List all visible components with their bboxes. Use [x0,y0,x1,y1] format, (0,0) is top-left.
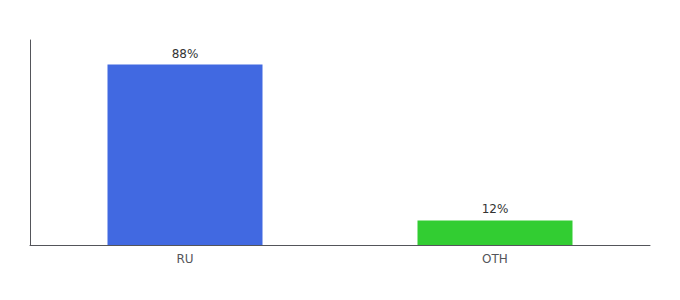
svg-text:88%: 88% [172,47,199,61]
svg-text:OTH: OTH [482,252,508,266]
svg-text:RU: RU [176,252,193,266]
svg-text:12%: 12% [482,202,509,216]
